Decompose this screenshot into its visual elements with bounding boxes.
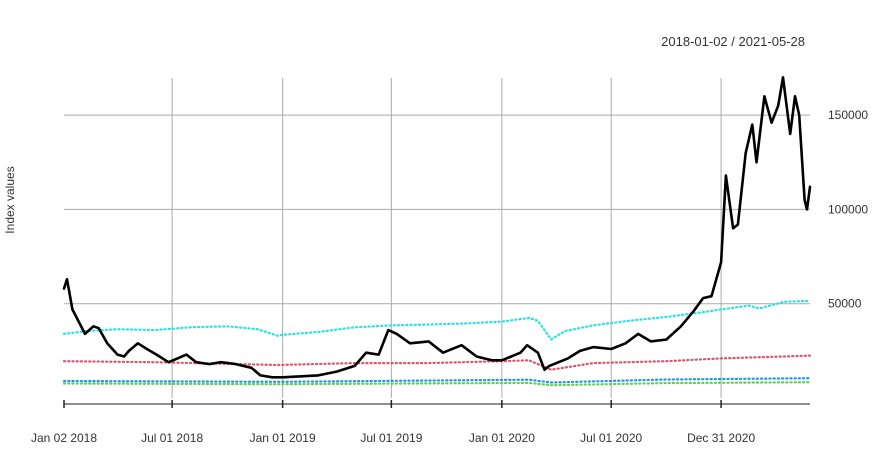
x-tick-label: Jan 01 2019 [250, 431, 316, 445]
x-axis: Jan 02 2018 Jul 01 2018 Jan 01 2019 Jul 01 … [31, 400, 810, 445]
x-tick-label: Dec 31 2020 [687, 431, 755, 445]
x-tick-label: Jan 02 2018 [31, 431, 97, 445]
x-tick-label: Jul 01 2019 [360, 431, 422, 445]
y-tick-label: 100000 [828, 202, 868, 216]
x-tick-label: Jul 01 2018 [141, 431, 203, 445]
y-tick-label: 150000 [828, 108, 868, 122]
series-line [62, 76, 812, 379]
y-axis: 50000 100000 150000 [828, 108, 868, 311]
series-line [62, 381, 812, 387]
grid-lines [64, 78, 810, 398]
x-tick-label: Jul 01 2020 [580, 431, 642, 445]
y-axis-title: Index values [3, 166, 17, 233]
series-line [62, 299, 812, 341]
series-line [62, 354, 812, 371]
y-tick-label: 50000 [828, 297, 862, 311]
series-line [62, 377, 812, 384]
series-layer [62, 76, 812, 387]
x-tick-label: Jan 01 2020 [469, 431, 535, 445]
date-range-label: 2018-01-02 / 2021-05-28 [661, 34, 805, 49]
